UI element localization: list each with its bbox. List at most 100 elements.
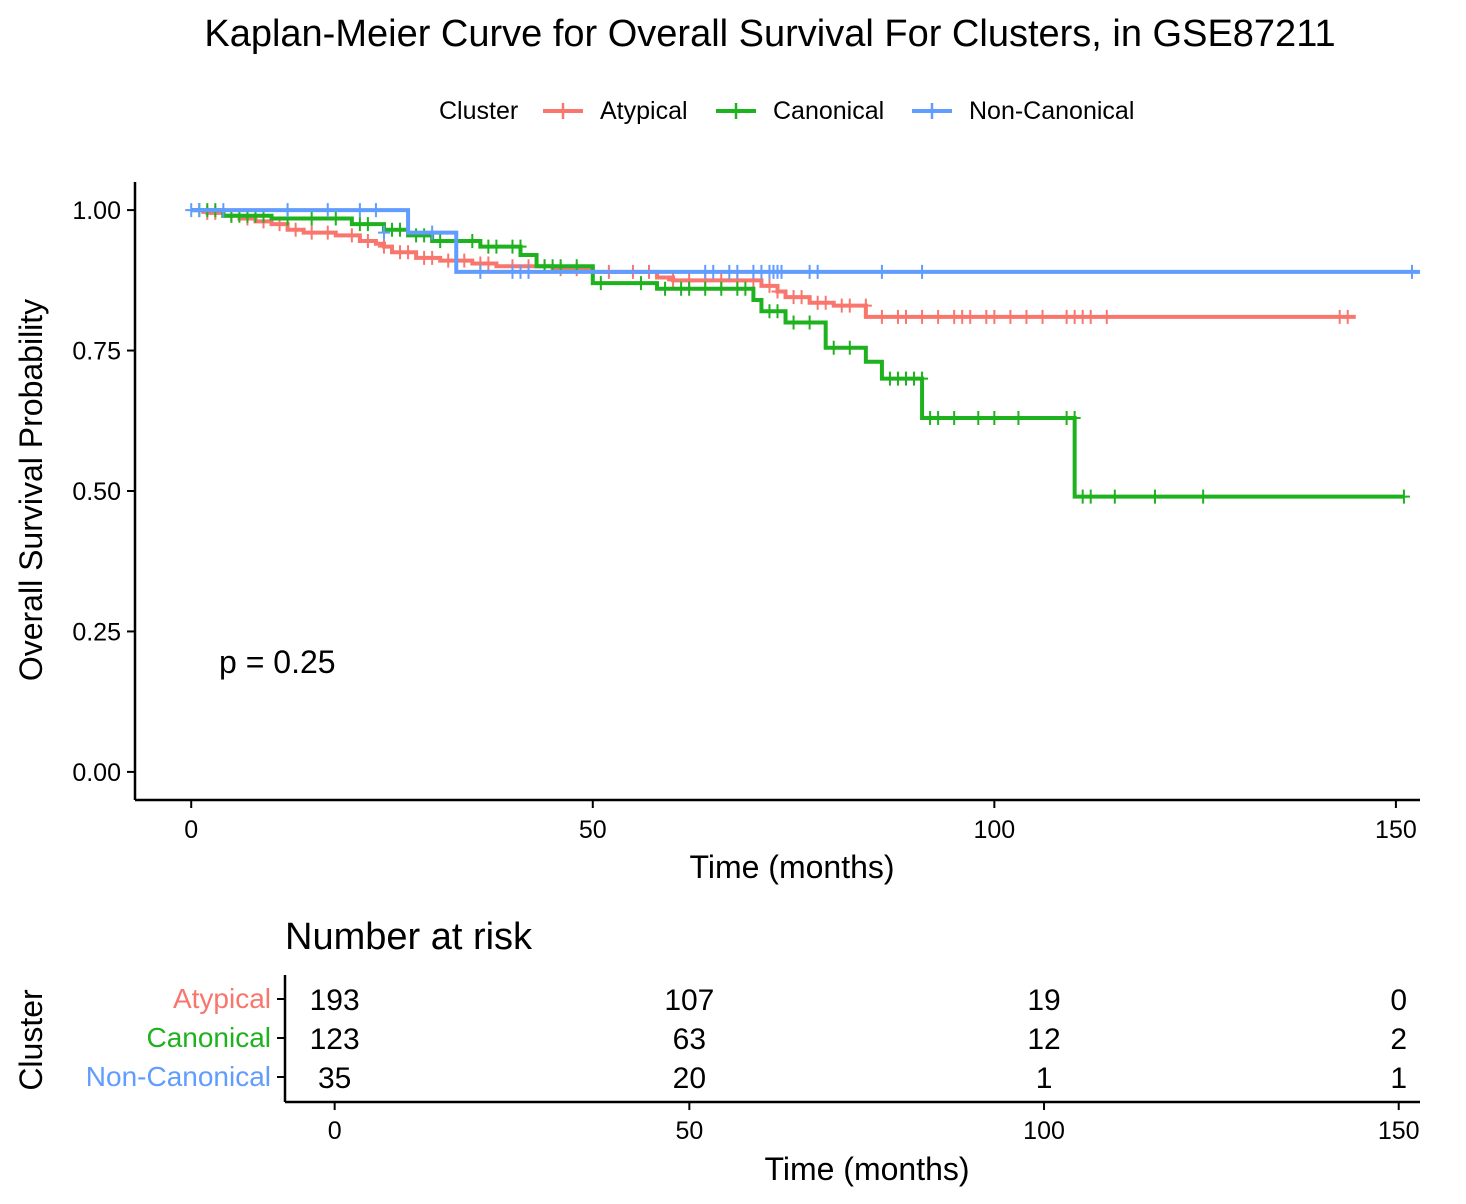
risk-count-atypical: 193 <box>310 984 360 1017</box>
censor-mark-atypical <box>1341 309 1354 324</box>
censor-mark-canonical <box>699 281 712 296</box>
risk-table-panel: 0 50 100 150 Atypical 193 107 19 0 Canonical 123 63… <box>86 975 1420 1145</box>
legend: Cluster Atypical Canonical Non-Canonical <box>439 97 1134 125</box>
censor-mark-atypical <box>916 309 929 324</box>
censor-mark-canonical <box>1084 489 1097 504</box>
risk-row-label-canonical: Canonical <box>146 1022 271 1053</box>
x-tick-label: 50 <box>579 816 607 844</box>
risk-table-title: Number at risk <box>285 916 533 958</box>
risk-count-non-canonical: 1 <box>1036 1062 1053 1095</box>
censor-mark-canonical <box>659 281 672 296</box>
censor-mark-atypical <box>1084 309 1097 324</box>
censor-mark-canonical <box>916 371 929 386</box>
censor-mark-atypical <box>964 309 977 324</box>
y-axis-label: Overall Survival Probability <box>13 299 49 681</box>
censor-mark-atypical <box>377 239 390 254</box>
legend-label-canonical: Canonical <box>773 97 884 125</box>
risk-count-non-canonical: 1 <box>1390 1062 1407 1095</box>
p-value-annotation: p = 0.25 <box>219 644 336 680</box>
y-tick-label: 0.00 <box>72 759 121 787</box>
censor-mark-non-canonical <box>474 264 487 279</box>
censor-mark-canonical <box>739 281 752 296</box>
censor-mark-canonical <box>434 233 447 248</box>
censor-mark-atypical <box>1036 309 1049 324</box>
risk-count-canonical: 63 <box>673 1023 706 1056</box>
censor-mark-canonical <box>715 281 728 296</box>
censor-mark-atypical <box>426 250 439 265</box>
risk-count-canonical: 2 <box>1390 1023 1407 1056</box>
censor-mark-canonical <box>932 410 945 425</box>
censor-mark-canonical <box>329 211 342 226</box>
censor-mark-atypical <box>875 309 888 324</box>
censor-mark-atypical <box>859 298 872 313</box>
censor-mark-canonical <box>418 228 431 243</box>
censor-mark-non-canonical <box>377 225 390 240</box>
censor-mark-canonical <box>771 304 784 319</box>
censor-mark-non-canonical <box>193 203 206 218</box>
censor-mark-atypical <box>345 228 358 243</box>
censor-mark-atypical <box>667 273 680 288</box>
censor-mark-non-canonical <box>217 203 230 218</box>
censor-mark-atypical <box>482 256 495 271</box>
censor-mark-atypical <box>458 253 471 268</box>
censor-mark-atypical <box>900 309 912 324</box>
risk-table-x-label: Time (months) <box>764 1151 969 1187</box>
risk-count-atypical: 107 <box>664 984 714 1017</box>
censor-mark-canonical <box>1012 410 1025 425</box>
chart-title: Kaplan-Meier Curve for Overall Survival … <box>204 13 1335 55</box>
risk-x-tick-label: 100 <box>1023 1117 1065 1145</box>
risk-count-atypical: 0 <box>1390 984 1407 1017</box>
censor-mark-canonical <box>787 315 800 330</box>
x-axis-label: Time (months) <box>689 849 894 885</box>
x-tick-label: 100 <box>973 816 1015 844</box>
censor-mark-non-canonical <box>916 264 929 279</box>
censor-mark-non-canonical <box>369 203 382 218</box>
censor-mark-non-canonical <box>1405 264 1418 279</box>
censor-mark-canonical <box>394 222 407 237</box>
censor-mark-atypical <box>305 225 318 240</box>
censor-mark-non-canonical <box>875 264 888 279</box>
censor-mark-canonical <box>683 281 696 296</box>
km-plot-panel: 0.00 0.25 0.50 0.75 1.00 0 50 100 150 <box>72 182 1420 844</box>
censor-mark-atypical <box>289 222 302 237</box>
censor-mark-atypical <box>843 298 856 313</box>
censor-mark-atypical <box>321 225 334 240</box>
series-line-canonical <box>191 208 1404 499</box>
censor-mark-non-canonical <box>731 264 744 279</box>
x-tick-label: 150 <box>1375 816 1417 844</box>
legend-title: Cluster <box>439 97 518 125</box>
censor-mark-non-canonical <box>426 225 439 240</box>
censor-mark-atypical <box>1004 309 1017 324</box>
risk-table-y-label: Cluster <box>13 989 49 1091</box>
censor-mark-canonical <box>1068 410 1081 425</box>
legend-label-non-canonical: Non-Canonical <box>969 97 1134 125</box>
censor-mark-canonical <box>948 410 961 425</box>
censor-mark-canonical <box>1148 489 1161 504</box>
risk-count-canonical: 123 <box>310 1023 360 1056</box>
y-tick-label: 0.50 <box>72 478 121 506</box>
risk-x-tick-label: 50 <box>675 1117 703 1145</box>
censor-mark-canonical <box>827 340 840 355</box>
censor-mark-non-canonical <box>353 203 366 218</box>
censor-mark-non-canonical <box>775 264 788 279</box>
censor-mark-non-canonical <box>522 264 535 279</box>
censor-mark-canonical <box>988 410 1001 425</box>
y-tick-label: 1.00 <box>72 197 121 225</box>
risk-count-canonical: 12 <box>1027 1023 1060 1056</box>
censor-mark-canonical <box>594 276 607 291</box>
censor-mark-canonical <box>466 233 479 248</box>
censor-mark-atypical <box>795 290 808 305</box>
censor-mark-atypical <box>402 245 415 260</box>
censor-mark-atypical <box>1020 309 1033 324</box>
censor-mark-canonical <box>490 239 503 254</box>
censor-mark-non-canonical <box>321 203 334 218</box>
censor-mark-non-canonical <box>707 264 720 279</box>
censor-mark-canonical <box>361 217 374 232</box>
risk-count-non-canonical: 20 <box>673 1062 706 1095</box>
risk-row-label-atypical: Atypical <box>173 983 271 1014</box>
censor-mark-canonical <box>972 410 985 425</box>
censor-mark-atypical <box>442 253 455 268</box>
risk-x-tick-label: 0 <box>328 1117 342 1145</box>
